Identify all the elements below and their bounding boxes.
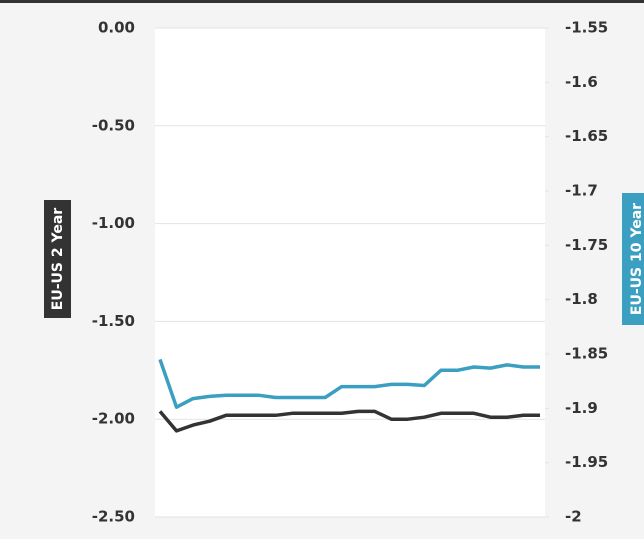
y2-tick-label: -1.55 <box>565 19 608 37</box>
y2-tick-label: -1.6 <box>565 73 598 91</box>
y-tick-label: -1.50 <box>92 312 135 330</box>
top-border <box>0 0 644 3</box>
y2-tick-label: -1.8 <box>565 290 598 308</box>
series-line <box>158 409 540 433</box>
y-axis-title-box <box>44 200 71 318</box>
y2-tick-label: -1.7 <box>565 182 598 200</box>
y2-tick-label: -1.65 <box>565 127 608 145</box>
y2-tick-label: -2 <box>565 508 582 526</box>
y-tick-label: 0.00 <box>98 19 135 37</box>
y2-tick-label: -1.75 <box>565 236 608 254</box>
y2-tick-label: -1.95 <box>565 453 608 471</box>
y-tick-label: -1.00 <box>92 214 135 232</box>
y2-axis-title: EU-US 10 Year <box>629 203 644 315</box>
y-tick-label: -2.00 <box>92 410 135 428</box>
y-tick-label: -2.50 <box>92 508 135 526</box>
series-line <box>158 358 540 409</box>
y-axis-title: EU-US 2 Year <box>50 208 66 310</box>
y2-tick-label: -1.9 <box>565 399 598 417</box>
y-tick-label: -0.50 <box>92 116 135 134</box>
y2-axis-title-box <box>622 193 644 325</box>
plot-area <box>155 28 545 517</box>
y2-tick-label: -1.85 <box>565 345 608 363</box>
